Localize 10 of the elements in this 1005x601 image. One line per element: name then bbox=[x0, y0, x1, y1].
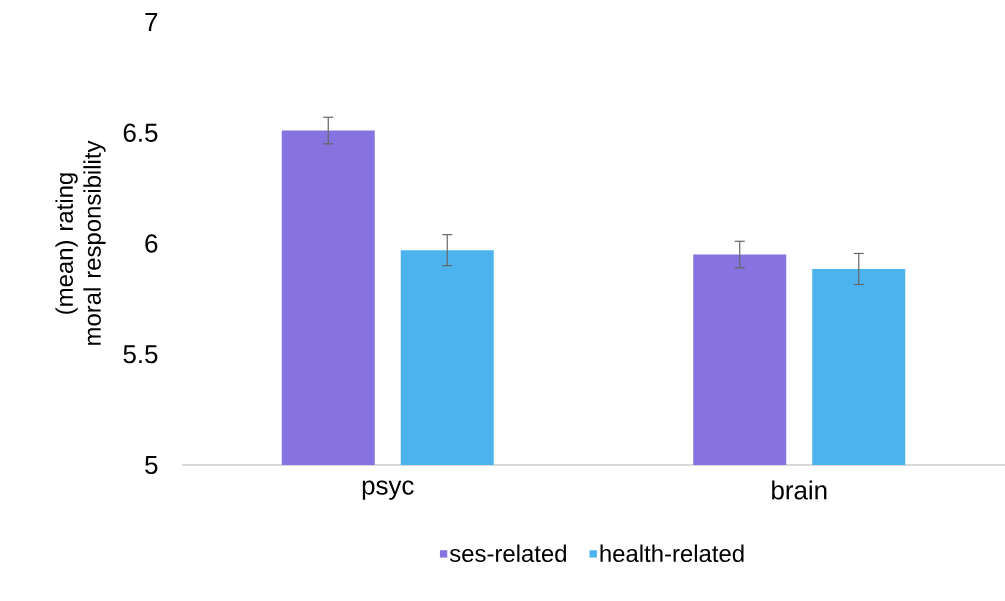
y-tick-label: 6 bbox=[145, 234, 158, 253]
y-tick-label: 5 bbox=[145, 455, 158, 475]
y-tick-label: 5.5 bbox=[123, 345, 158, 364]
x-tick-label: psyc bbox=[362, 480, 414, 500]
x-tick-label: brain bbox=[772, 480, 827, 500]
y-tick-label: 6.5 bbox=[123, 123, 158, 142]
y-axis-title: (mean) rating moral responsibility bbox=[55, 140, 106, 345]
y-tick-label: 7 bbox=[145, 13, 158, 31]
legend-label: health-related bbox=[600, 544, 744, 563]
legend-label: ses-related bbox=[449, 544, 566, 563]
